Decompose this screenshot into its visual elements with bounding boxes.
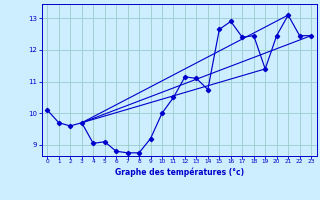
X-axis label: Graphe des températures (°c): Graphe des températures (°c): [115, 167, 244, 177]
